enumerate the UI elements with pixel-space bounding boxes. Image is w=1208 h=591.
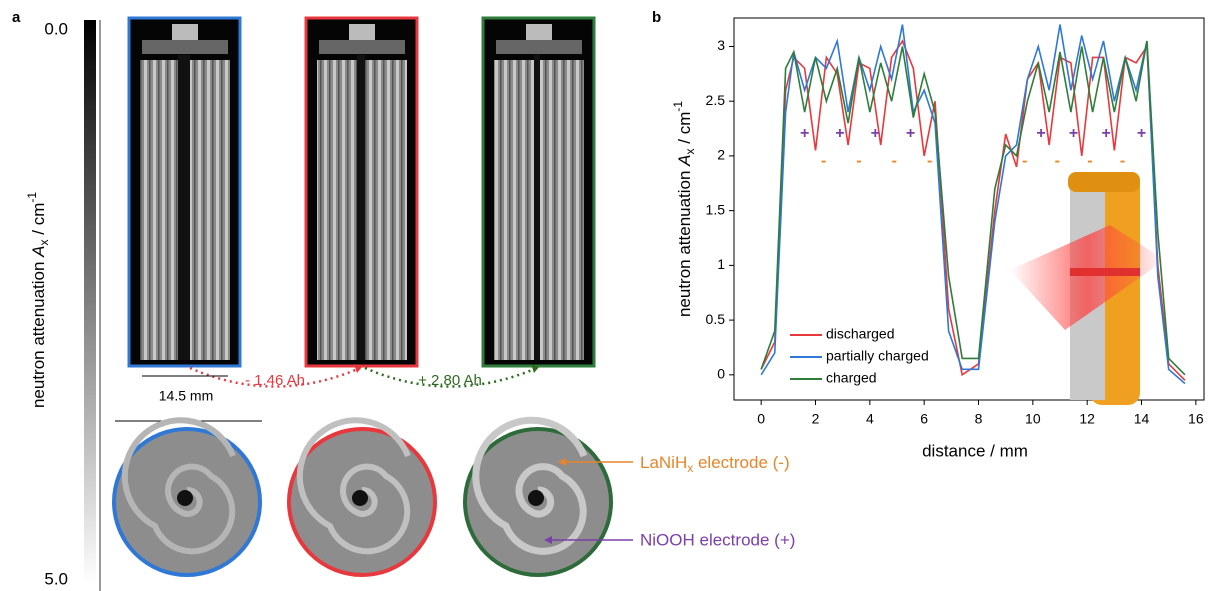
y-tick-label: 0 <box>717 366 725 382</box>
cross-sections <box>112 416 613 577</box>
label-part: neutron attenuation <box>675 166 694 317</box>
label-part: A <box>29 245 48 257</box>
radiographs <box>127 16 596 368</box>
panel-letter: a <box>12 9 21 26</box>
label-part: neutron attenuation <box>29 257 48 408</box>
arrow-head <box>354 364 362 373</box>
cell-inset <box>1010 172 1165 405</box>
y-tick-label: 1 <box>717 256 725 272</box>
radiograph-discharged <box>304 16 419 368</box>
radiograph-partial <box>127 16 242 368</box>
y-axis-label: neutron attenuation Ax / cm-1 <box>671 101 697 317</box>
x-axis-label: distance / mm <box>922 441 1028 460</box>
x-tick-label: 4 <box>866 411 874 427</box>
arrow-head <box>531 364 539 373</box>
callout-arrow <box>544 536 552 544</box>
x-tick-label: 8 <box>975 411 983 427</box>
label-part: x <box>683 148 697 154</box>
legend-label: partially charged <box>826 348 929 364</box>
colorbar <box>84 20 96 585</box>
y-tick-label: 0.5 <box>706 311 726 327</box>
sign-annotation: - <box>1055 153 1060 170</box>
label-part: A <box>675 154 694 166</box>
sign-annotation: + <box>1036 125 1045 142</box>
scale-label: 14.5 mm <box>159 388 213 404</box>
x-tick-label: 14 <box>1134 411 1150 427</box>
callout-part: electrode (-) <box>693 453 789 472</box>
y-tick-label: 3 <box>717 37 725 53</box>
sign-annotation: - <box>1087 153 1092 170</box>
callout: NiOOH electrode (+) <box>640 530 795 549</box>
sign-annotation: + <box>1069 125 1078 142</box>
legend-label: charged <box>826 370 877 386</box>
sign-annotation: + <box>1102 125 1111 142</box>
sign-annotation: + <box>906 125 915 142</box>
plot <box>760 24 1186 385</box>
y-tick-label: 2 <box>717 147 725 163</box>
series-line <box>760 24 1186 385</box>
sign-annotation: + <box>835 125 844 142</box>
radiograph-charged <box>481 16 596 368</box>
sign-annotation: - <box>856 153 861 170</box>
x-tick-label: 16 <box>1188 411 1204 427</box>
panel-letter: b <box>652 9 661 26</box>
x-tick-label: 10 <box>1025 411 1041 427</box>
x-tick-label: 12 <box>1079 411 1095 427</box>
callout: LaNiHx electrode (-) <box>640 453 790 475</box>
callout-part: LaNiH <box>640 453 687 472</box>
y-tick-label: 2.5 <box>706 92 726 108</box>
sign-annotation: + <box>871 125 880 142</box>
sign-annotation: + <box>1137 125 1146 142</box>
colorbar-bottom: 5.0 <box>44 569 68 588</box>
label-part: -1 <box>671 101 685 112</box>
colorbar-top: 0.0 <box>44 19 68 38</box>
sign-annotation: + <box>800 125 809 142</box>
x-tick-label: 6 <box>920 411 928 427</box>
label-part: x <box>37 239 51 245</box>
series-line <box>760 40 1186 376</box>
arrow-label: - 1.46 Ah <box>245 372 305 389</box>
colorbar-label: neutron attenuation Ax / cm-1 <box>25 192 51 408</box>
sign-annotation: - <box>1120 153 1125 170</box>
sign-annotation: - <box>821 153 826 170</box>
y-tick-label: 1.5 <box>706 201 726 217</box>
sign-annotation: - <box>927 153 932 170</box>
arrow-label: + 2.80 Ah <box>418 372 482 389</box>
legend-label: discharged <box>826 326 895 342</box>
plot-frame <box>733 17 1205 401</box>
callout-arrow <box>558 458 566 466</box>
x-tick-label: 0 <box>757 411 765 427</box>
callout-part: x <box>687 461 693 475</box>
sign-annotation: - <box>1022 153 1027 170</box>
label-part: / cm <box>29 203 48 240</box>
label-part: -1 <box>25 192 39 203</box>
x-tick-label: 2 <box>812 411 820 427</box>
sign-annotation: - <box>892 153 897 170</box>
label-part: / cm <box>675 112 694 149</box>
